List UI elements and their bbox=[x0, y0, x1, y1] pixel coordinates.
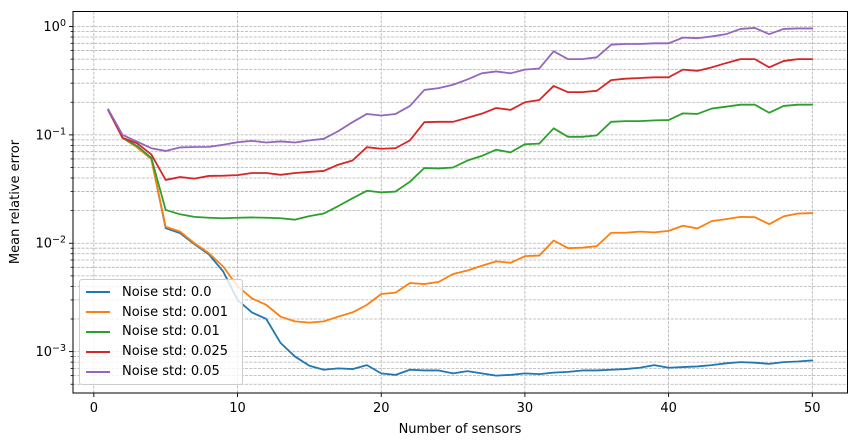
legend-entry-noise-0-05: Noise std: 0.05 bbox=[80, 362, 242, 381]
legend-line-swatch-icon bbox=[86, 291, 110, 294]
x-tick-label: 0 bbox=[90, 401, 98, 416]
legend-label: Noise std: 0.025 bbox=[122, 344, 229, 360]
series-line-noise-std-0.05 bbox=[107, 27, 814, 152]
legend-entry-noise-0-01: Noise std: 0.01 bbox=[80, 322, 242, 341]
legend-entry-noise-0-0: Noise std: 0.0 bbox=[80, 283, 242, 302]
legend: Noise std: 0.0 Noise std: 0.001 Noise st… bbox=[79, 279, 243, 385]
x-tick-label: 10 bbox=[229, 401, 246, 416]
legend-line-swatch-icon bbox=[86, 350, 110, 353]
legend-entry-noise-0-001: Noise std: 0.001 bbox=[80, 303, 242, 322]
y-tick-label: 10−1 bbox=[35, 126, 66, 143]
y-tick-label: 10−3 bbox=[35, 343, 66, 360]
x-tick-label: 30 bbox=[517, 401, 534, 416]
series-line-noise-std-0.0 bbox=[107, 109, 814, 377]
series-line-noise-std-0.01 bbox=[107, 103, 814, 221]
legend-line-swatch-icon bbox=[86, 370, 110, 373]
legend-entry-noise-0-025: Noise std: 0.025 bbox=[80, 342, 242, 361]
x-tick-label: 20 bbox=[373, 401, 390, 416]
x-axis-label: Number of sensors bbox=[399, 422, 522, 437]
tick-layer: 100 10−1 10−2 10−3 0 10 20 30 40 50 bbox=[35, 18, 820, 416]
y-tick-label: 10−2 bbox=[35, 235, 66, 252]
y-axis-label: Mean relative error bbox=[8, 139, 23, 264]
plot-border bbox=[72, 11, 848, 394]
legend-line-swatch-icon bbox=[86, 311, 110, 314]
x-tick-label: 40 bbox=[660, 401, 677, 416]
series-line-noise-std-0.025 bbox=[107, 58, 814, 181]
legend-label: Noise std: 0.001 bbox=[122, 304, 229, 320]
legend-line-swatch-icon bbox=[86, 330, 110, 333]
legend-label: Noise std: 0.0 bbox=[122, 284, 212, 300]
x-tick-label: 50 bbox=[804, 401, 821, 416]
legend-label: Noise std: 0.05 bbox=[122, 364, 220, 380]
y-tick-label: 100 bbox=[43, 18, 66, 35]
series-line-noise-std-0.001 bbox=[107, 109, 814, 324]
legend-label: Noise std: 0.01 bbox=[122, 324, 220, 340]
series-layer bbox=[107, 27, 814, 377]
